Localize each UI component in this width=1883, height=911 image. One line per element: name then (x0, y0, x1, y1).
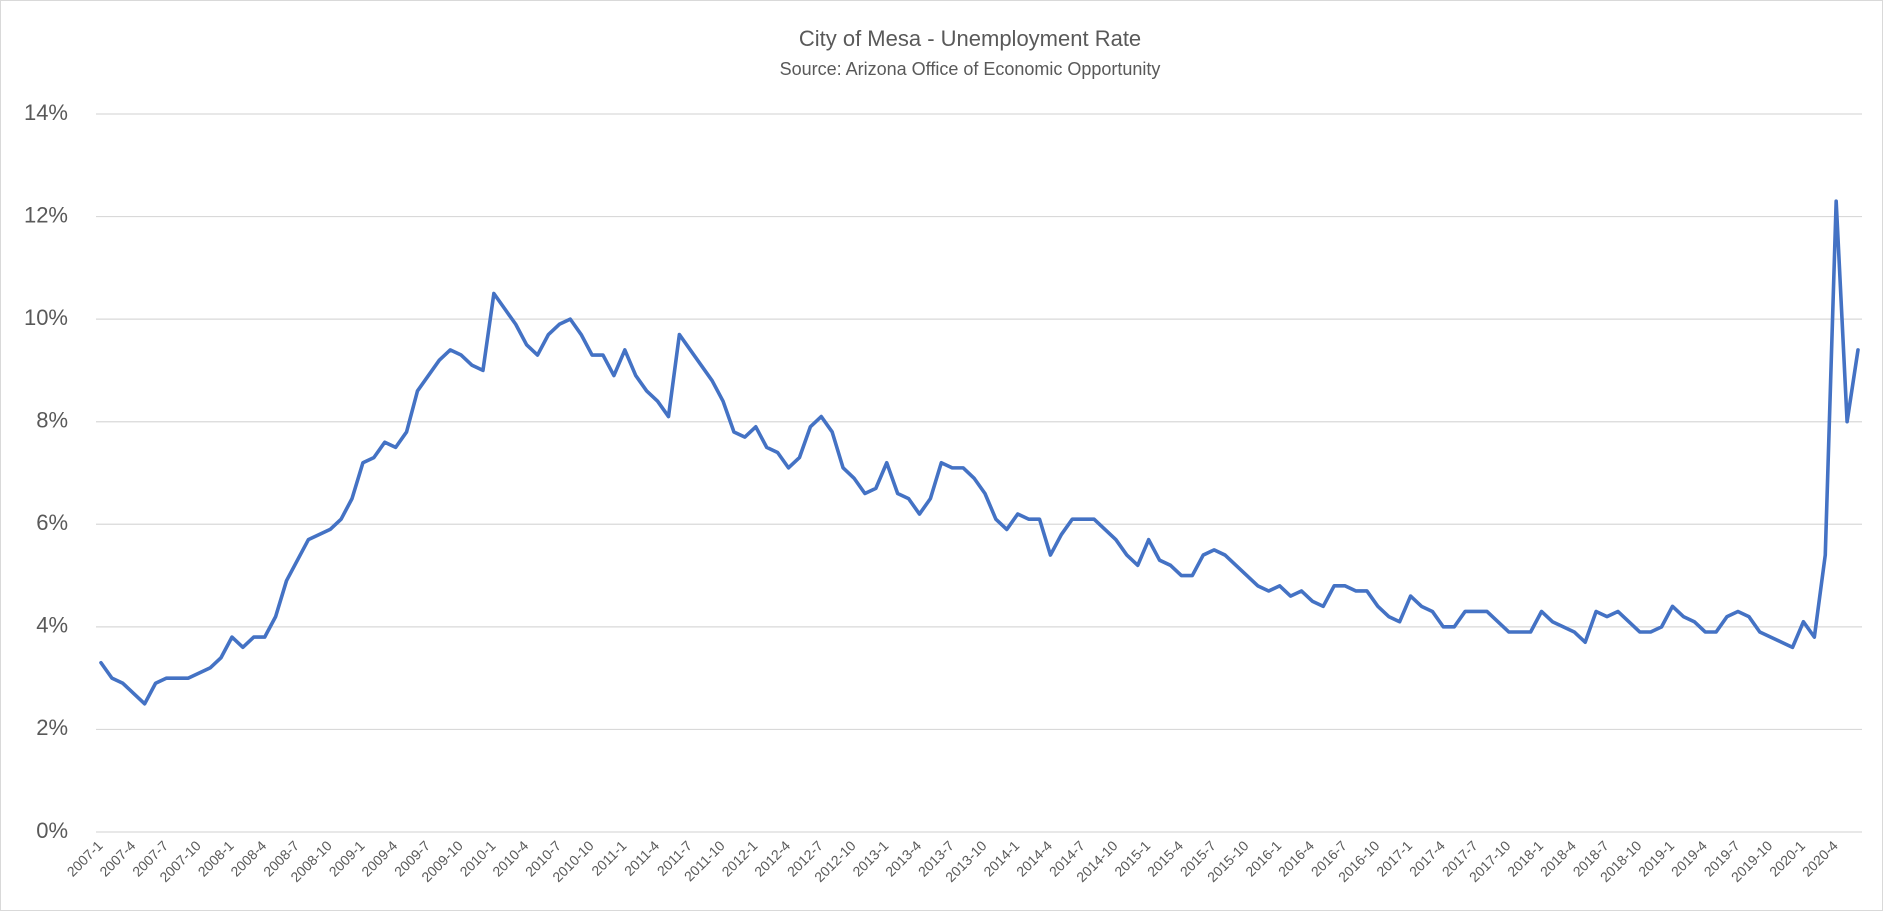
y-tick-label: 4% (36, 613, 68, 638)
y-tick-label: 2% (36, 715, 68, 740)
y-tick-label: 0% (36, 818, 68, 843)
y-tick-label: 12% (24, 202, 68, 227)
chart-title: City of Mesa - Unemployment Rate (799, 26, 1141, 51)
y-tick-label: 10% (24, 305, 68, 330)
y-tick-label: 14% (24, 100, 68, 125)
chart-subtitle: Source: Arizona Office of Economic Oppor… (780, 59, 1161, 79)
data-line (99, 199, 1860, 706)
y-tick-label: 6% (36, 510, 68, 535)
y-tick-label: 8% (36, 408, 68, 433)
